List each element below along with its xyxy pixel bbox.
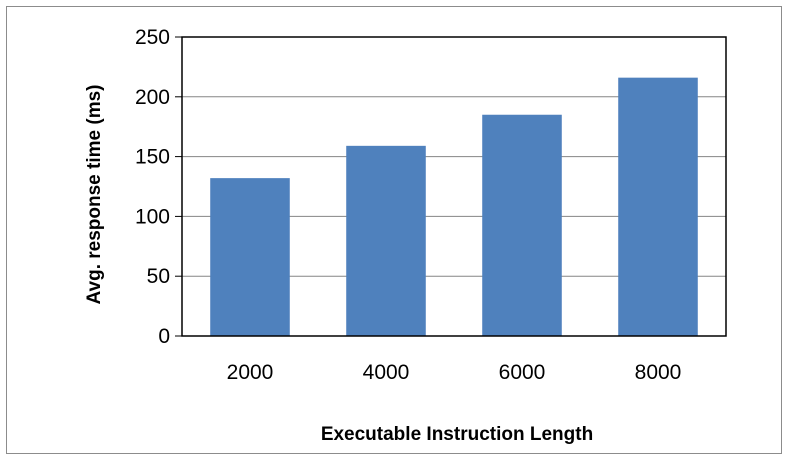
- bar-4000: [346, 145, 426, 336]
- x-tick-labels: 2000 4000 6000 8000: [227, 361, 682, 384]
- plot-area-border: [181, 36, 727, 337]
- y-tick-label: 150: [135, 146, 170, 169]
- y-tick-label: 200: [135, 86, 170, 109]
- bar-6000: [482, 114, 562, 337]
- x-tick-label: 4000: [363, 361, 410, 384]
- x-tick-label: 2000: [227, 361, 274, 384]
- bars: [210, 77, 698, 337]
- x-axis-title: Executable Instruction Length: [321, 424, 593, 445]
- y-tick-label: 100: [135, 205, 170, 228]
- x-tick-label: 6000: [499, 361, 546, 384]
- y-tick-labels: 0 50 100 150 200 250: [135, 26, 182, 348]
- bar-2000: [210, 178, 290, 336]
- y-tick-label: 0: [158, 325, 170, 348]
- bar-8000: [618, 77, 698, 336]
- y-tick-label: 50: [147, 265, 170, 288]
- y-axis-title: Avg. response time (ms): [84, 85, 105, 305]
- x-tick-label: 8000: [635, 361, 682, 384]
- y-tick-label: 250: [135, 26, 170, 49]
